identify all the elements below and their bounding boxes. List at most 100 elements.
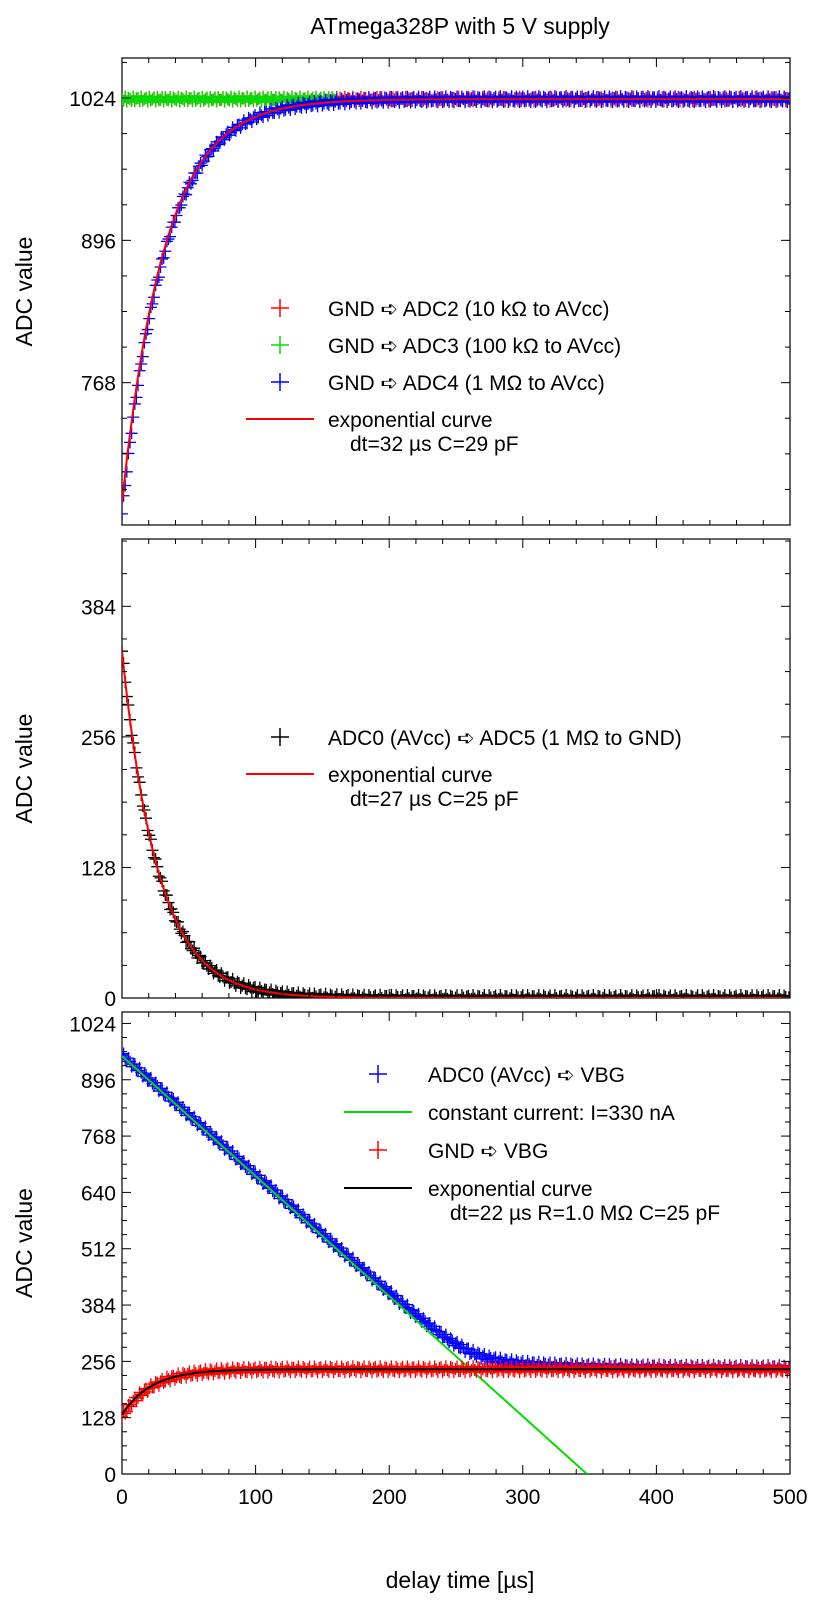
data-point: [503, 992, 516, 998]
data-point: [701, 990, 714, 998]
data-point: [428, 90, 441, 103]
legend-marker-symbol: [271, 728, 289, 746]
data-point: [607, 993, 609, 998]
data-point: [727, 993, 729, 998]
legend-label: constant current: I=330 nA: [428, 1102, 675, 1125]
data-point: [380, 990, 393, 998]
data-point: [502, 96, 515, 109]
data-point: [480, 994, 482, 998]
data-point: [762, 1360, 775, 1373]
data-point: [403, 994, 405, 998]
x-tick-label: 300: [505, 1486, 540, 1509]
data-point: [446, 1334, 459, 1347]
data-point: [671, 994, 673, 998]
data-point: [486, 993, 489, 998]
data-point: [762, 989, 775, 998]
data-point: [641, 90, 654, 103]
data-point: [207, 1133, 220, 1146]
data-point: [715, 96, 728, 109]
data-point: [401, 90, 414, 103]
chart-panel-2: 0 128 256 384 ADC value ADC0 (AVcc) ➪ ADC5 (1…: [11, 538, 791, 1011]
data-point: [441, 1333, 454, 1346]
y-tick-label: 128: [81, 857, 116, 880]
data-point: [244, 1163, 257, 1176]
data-point: [548, 90, 561, 103]
data-point: [548, 989, 561, 998]
data-point: [608, 990, 621, 998]
data-point: [122, 1049, 128, 1062]
data-point: [305, 992, 318, 998]
y-tick-label: 256: [81, 1351, 116, 1374]
data-point: [548, 1360, 561, 1373]
y-tick-label: 256: [81, 727, 116, 750]
data-point: [589, 994, 591, 998]
legend-entry: ADC0 (AVcc) ➪ VBG: [369, 1064, 625, 1087]
data-point: [616, 992, 629, 998]
data-point: [446, 992, 449, 998]
legend-entry: GND ➪ ADC3 (100 kΩ to AVcc): [271, 335, 621, 358]
legend-sublabel: dt=27 µs C=25 pF: [350, 788, 519, 811]
data-point: [332, 993, 335, 998]
plot-frame: [121, 1011, 791, 1475]
data-point: [681, 94, 694, 107]
data-point: [762, 90, 775, 103]
x-tick-label: 0: [116, 1486, 128, 1509]
data-point: [742, 95, 755, 108]
data-point: [568, 96, 581, 109]
plot-area: [122, 90, 790, 520]
data-point: [634, 994, 636, 998]
data-point: [661, 994, 663, 998]
data-point: [360, 994, 362, 998]
data-point: [764, 994, 766, 998]
data-point: [778, 989, 790, 998]
data-point: [475, 96, 488, 109]
data-point: [568, 1366, 581, 1379]
data-point: [698, 993, 700, 998]
data-point: [122, 645, 128, 658]
data-point: [495, 992, 508, 998]
data-point: [592, 1361, 605, 1374]
data-point: [712, 989, 725, 998]
data-point: [261, 1366, 274, 1379]
data-point: [741, 990, 754, 998]
y-axis-label: ADC value: [11, 1188, 37, 1298]
data-point: [712, 1361, 725, 1374]
data-point: [624, 992, 637, 998]
data-point: [595, 1366, 608, 1379]
legend-label: GND ➪ ADC4 (1 MΩ to AVcc): [328, 372, 605, 395]
legend-entry: ADC0 (AVcc) ➪ ADC5 (1 MΩ to GND): [271, 727, 682, 750]
data-point: [622, 95, 635, 108]
data-point: [600, 994, 603, 998]
data-point: [281, 985, 294, 998]
data-point: [181, 1107, 194, 1120]
y-tick-label: 512: [81, 1239, 116, 1262]
legend-label: exponential curve: [328, 764, 493, 787]
data-point: [680, 989, 693, 998]
data-point: [382, 96, 395, 109]
data-point: [168, 1099, 181, 1112]
data-point: [594, 992, 596, 998]
data-point: [712, 90, 725, 103]
chart-panel-1: 768 896 1024 ADC value GND ➪ ADC2 (10 kΩ to …: [11, 57, 791, 526]
data-point: [587, 989, 600, 998]
data-point: [366, 993, 368, 998]
data-point: [141, 1074, 154, 1087]
data-point: [473, 990, 486, 998]
data-point: [422, 1317, 435, 1330]
data-point: [378, 1280, 391, 1293]
data-point: [573, 994, 575, 998]
y-tick-label: 0: [104, 1464, 116, 1487]
data-point: [269, 984, 282, 997]
x-tick-label: 200: [372, 1486, 407, 1509]
data-point: [346, 988, 359, 998]
data-point: [523, 994, 526, 998]
data-point: [196, 1368, 209, 1381]
legend-label: exponential curve: [328, 409, 493, 432]
legend-label: ADC0 (AVcc) ➪ VBG: [428, 1064, 625, 1087]
legend-sublabel: dt=32 µs C=29 pF: [350, 433, 519, 456]
legend-entry: GND ➪ ADC4 (1 MΩ to AVcc): [271, 372, 605, 395]
data-point: [417, 1312, 430, 1325]
legend-marker-symbol: [271, 336, 289, 354]
